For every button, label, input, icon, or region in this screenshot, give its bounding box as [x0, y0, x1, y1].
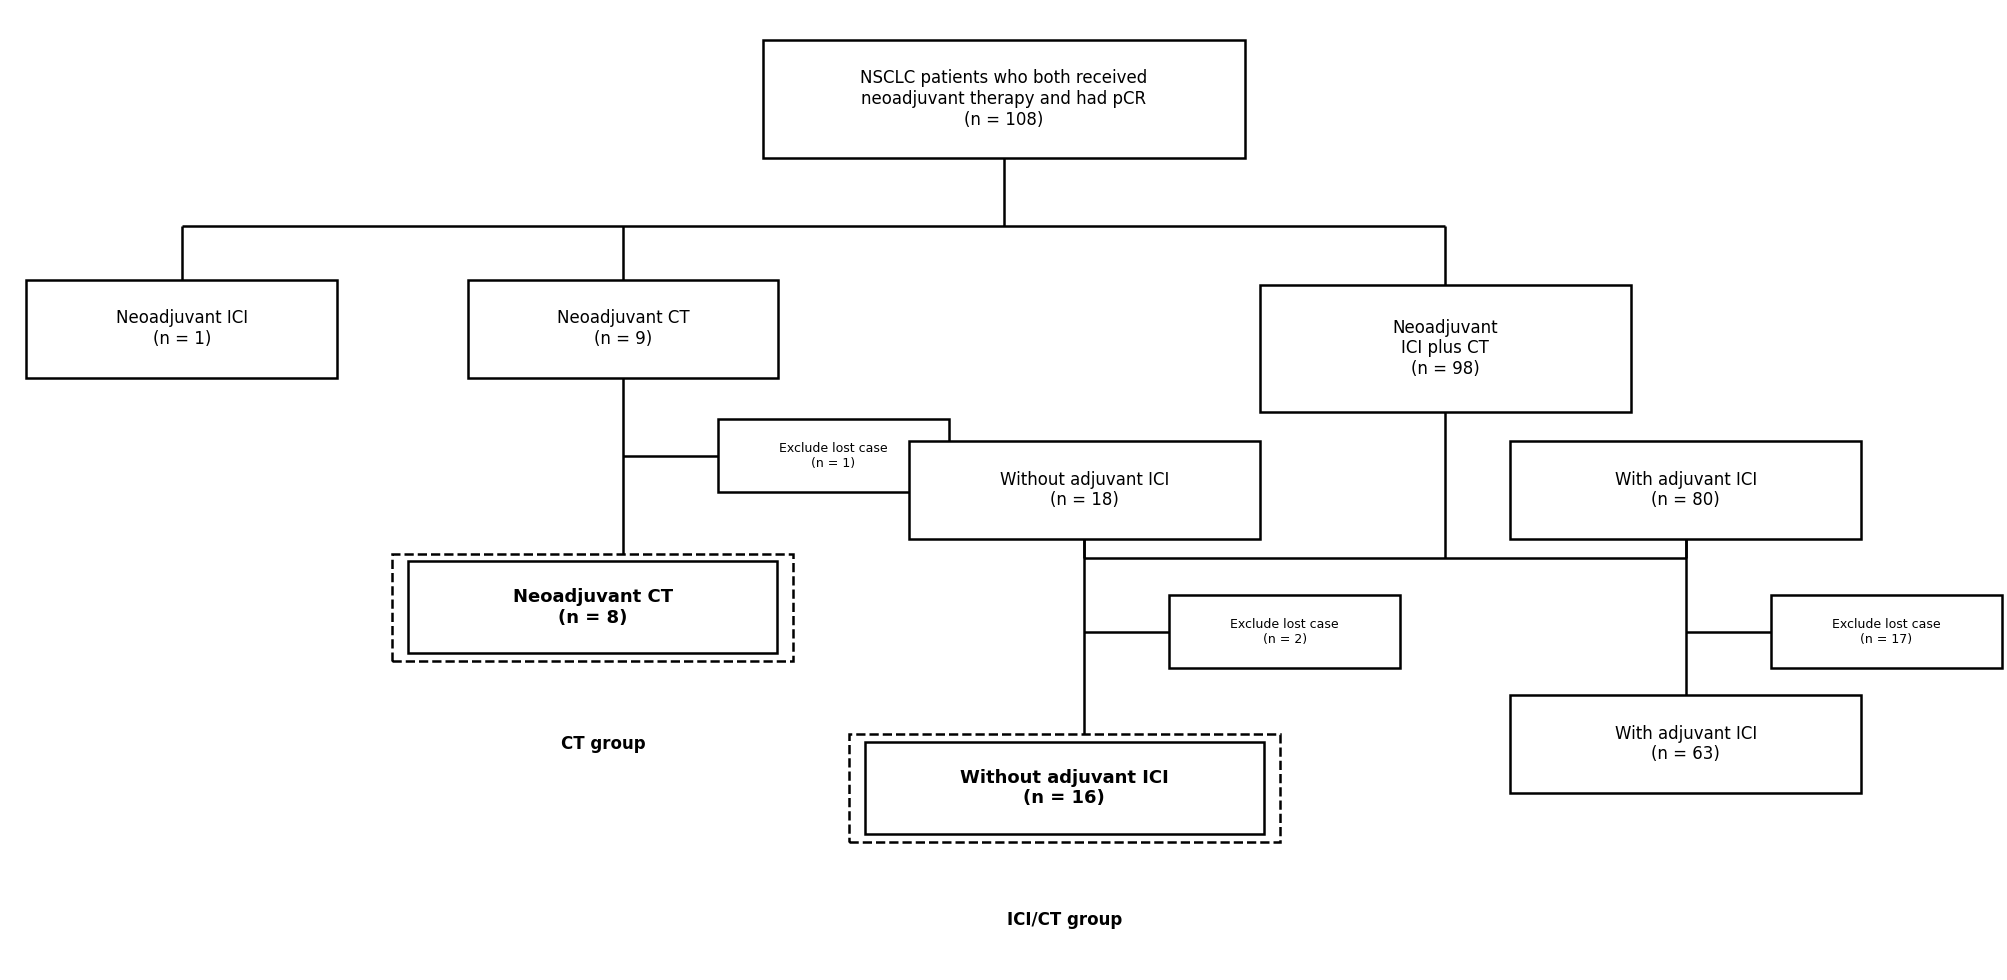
FancyBboxPatch shape [391, 554, 793, 662]
Text: Neoadjuvant
ICI plus CT
(n = 98): Neoadjuvant ICI plus CT (n = 98) [1391, 318, 1497, 378]
Text: ICI/CT group: ICI/CT group [1006, 911, 1122, 929]
Text: Exclude lost case
(n = 17): Exclude lost case (n = 17) [1830, 617, 1939, 646]
Text: Neoadjuvant CT
(n = 9): Neoadjuvant CT (n = 9) [556, 310, 688, 348]
FancyBboxPatch shape [849, 734, 1278, 842]
FancyBboxPatch shape [719, 419, 949, 492]
Text: Neoadjuvant CT
(n = 8): Neoadjuvant CT (n = 8) [512, 588, 672, 626]
FancyBboxPatch shape [1168, 595, 1399, 668]
FancyBboxPatch shape [1509, 695, 1860, 793]
FancyBboxPatch shape [1770, 595, 2001, 668]
Text: Without adjuvant ICI
(n = 16): Without adjuvant ICI (n = 16) [959, 768, 1168, 808]
Text: Neoadjuvant ICI
(n = 1): Neoadjuvant ICI (n = 1) [116, 310, 247, 348]
FancyBboxPatch shape [763, 40, 1244, 158]
FancyBboxPatch shape [1509, 441, 1860, 539]
Text: NSCLC patients who both received
neoadjuvant therapy and had pCR
(n = 108): NSCLC patients who both received neoadju… [859, 70, 1148, 129]
Text: With adjuvant ICI
(n = 63): With adjuvant ICI (n = 63) [1614, 724, 1756, 763]
Text: Exclude lost case
(n = 2): Exclude lost case (n = 2) [1230, 617, 1339, 646]
Text: With adjuvant ICI
(n = 80): With adjuvant ICI (n = 80) [1614, 470, 1756, 510]
FancyBboxPatch shape [1258, 285, 1630, 412]
Text: Exclude lost case
(n = 1): Exclude lost case (n = 1) [779, 442, 887, 469]
FancyBboxPatch shape [26, 280, 337, 377]
Text: CT group: CT group [560, 735, 644, 753]
FancyBboxPatch shape [468, 280, 779, 377]
FancyBboxPatch shape [909, 441, 1258, 539]
FancyBboxPatch shape [407, 562, 777, 654]
Text: Without adjuvant ICI
(n = 18): Without adjuvant ICI (n = 18) [999, 470, 1168, 510]
FancyBboxPatch shape [865, 742, 1262, 834]
